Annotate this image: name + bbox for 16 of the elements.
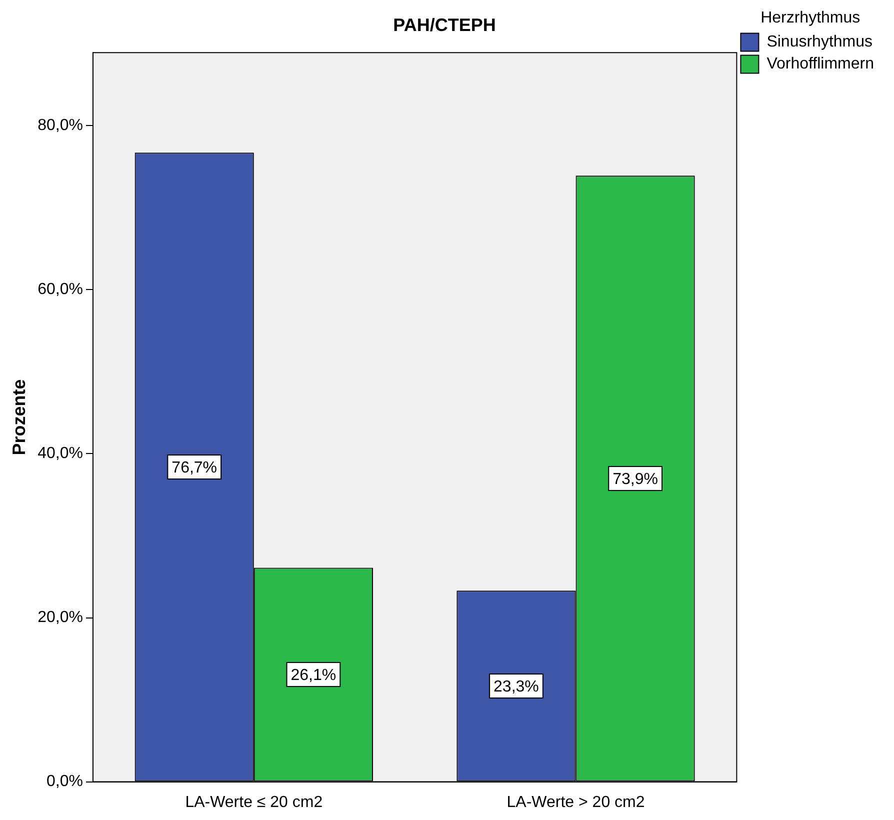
y-tick-label: 80,0%: [38, 117, 83, 134]
legend-title: Herzrhythmus: [760, 9, 860, 26]
y-tick-label: 20,0%: [38, 609, 83, 626]
data-label: 73,9%: [612, 470, 658, 488]
x-tick-label: LA-Werte > 20 cm2: [506, 794, 645, 811]
chart-title: PAH/CTEPH: [393, 14, 496, 35]
y-axis-title: Prozente: [8, 379, 29, 456]
data-label: 76,7%: [172, 459, 218, 476]
legend-label: Vorhofflimmern: [766, 56, 874, 73]
data-label: 23,3%: [494, 678, 539, 696]
y-tick-label: 0,0%: [46, 773, 83, 790]
data-label: 26,1%: [290, 666, 336, 684]
legend-label: Sinusrhythmus: [766, 34, 873, 51]
x-tick-label: LA-Werte ≤ 20 cm2: [185, 794, 323, 811]
y-tick-label: 40,0%: [38, 445, 83, 462]
y-tick-label: 60,0%: [38, 281, 83, 298]
